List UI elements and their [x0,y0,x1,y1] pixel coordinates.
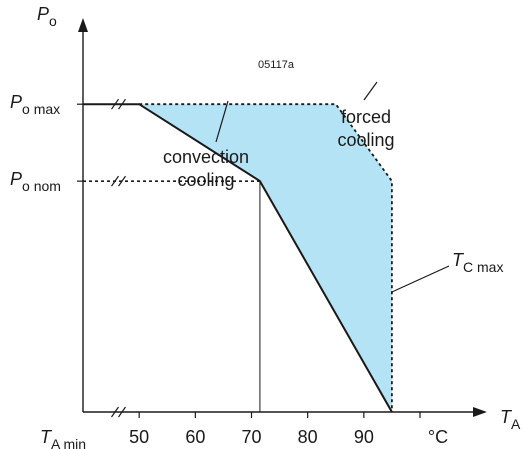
y-axis-title: Po [37,4,57,29]
y-tick-label-symbol: P [10,169,22,189]
x-tick-label: 50 [129,427,149,447]
y-tick-label: Po nom [10,169,61,194]
y-level-break-mark [111,175,126,187]
y-axis-title-symbol: P [37,4,49,24]
y-tick-label-symbol: P [10,92,22,112]
series-label-line: cooling [177,170,234,190]
x-axis-break-mark [111,406,126,418]
figure-id-label: 05117a [258,59,295,71]
tc-max-annotation-subscript: C max [463,259,503,275]
x-tick-label: 70 [241,427,261,447]
tc-max-annotation: TC max [452,250,503,275]
x-origin-label-subscript: A min [51,436,86,449]
x-origin-label-symbol: T [40,427,53,447]
x-tick-label: 80 [298,427,318,447]
y-tick-label-subscript: o max [22,101,60,117]
series-forced-cooling [139,103,393,412]
axes [77,18,487,418]
plot-area [83,103,393,413]
x-axis-arrow [473,407,487,417]
series-label-line: forced [341,107,391,127]
y-level-break-mark [111,98,126,110]
y-tick-label: Po max [10,92,60,117]
x-axis-title: TA [500,407,521,432]
tc-max-leader [391,265,450,293]
tc-max-annotation-symbol: T [452,250,465,270]
y-axis-title-subscript: o [49,13,57,29]
x-axis-title-symbol: T [500,407,513,427]
x-tick-label: 60 [185,427,205,447]
y-tick-label-subscript: o nom [22,178,61,194]
x-tick-label: 90 [354,427,374,447]
series-convection-cooling [83,103,393,413]
x-axis-title-subscript: A [511,416,521,432]
y-axis-arrow [78,18,88,32]
series-label-line: convection [163,147,249,167]
x-axis-unit: °C [428,427,448,447]
x-origin-label: TA min [40,427,86,449]
shaded-forced-cooling-region [139,104,392,412]
series-label-leader [363,81,378,101]
series-label-leader [215,100,229,143]
series-label-line: cooling [337,130,394,150]
